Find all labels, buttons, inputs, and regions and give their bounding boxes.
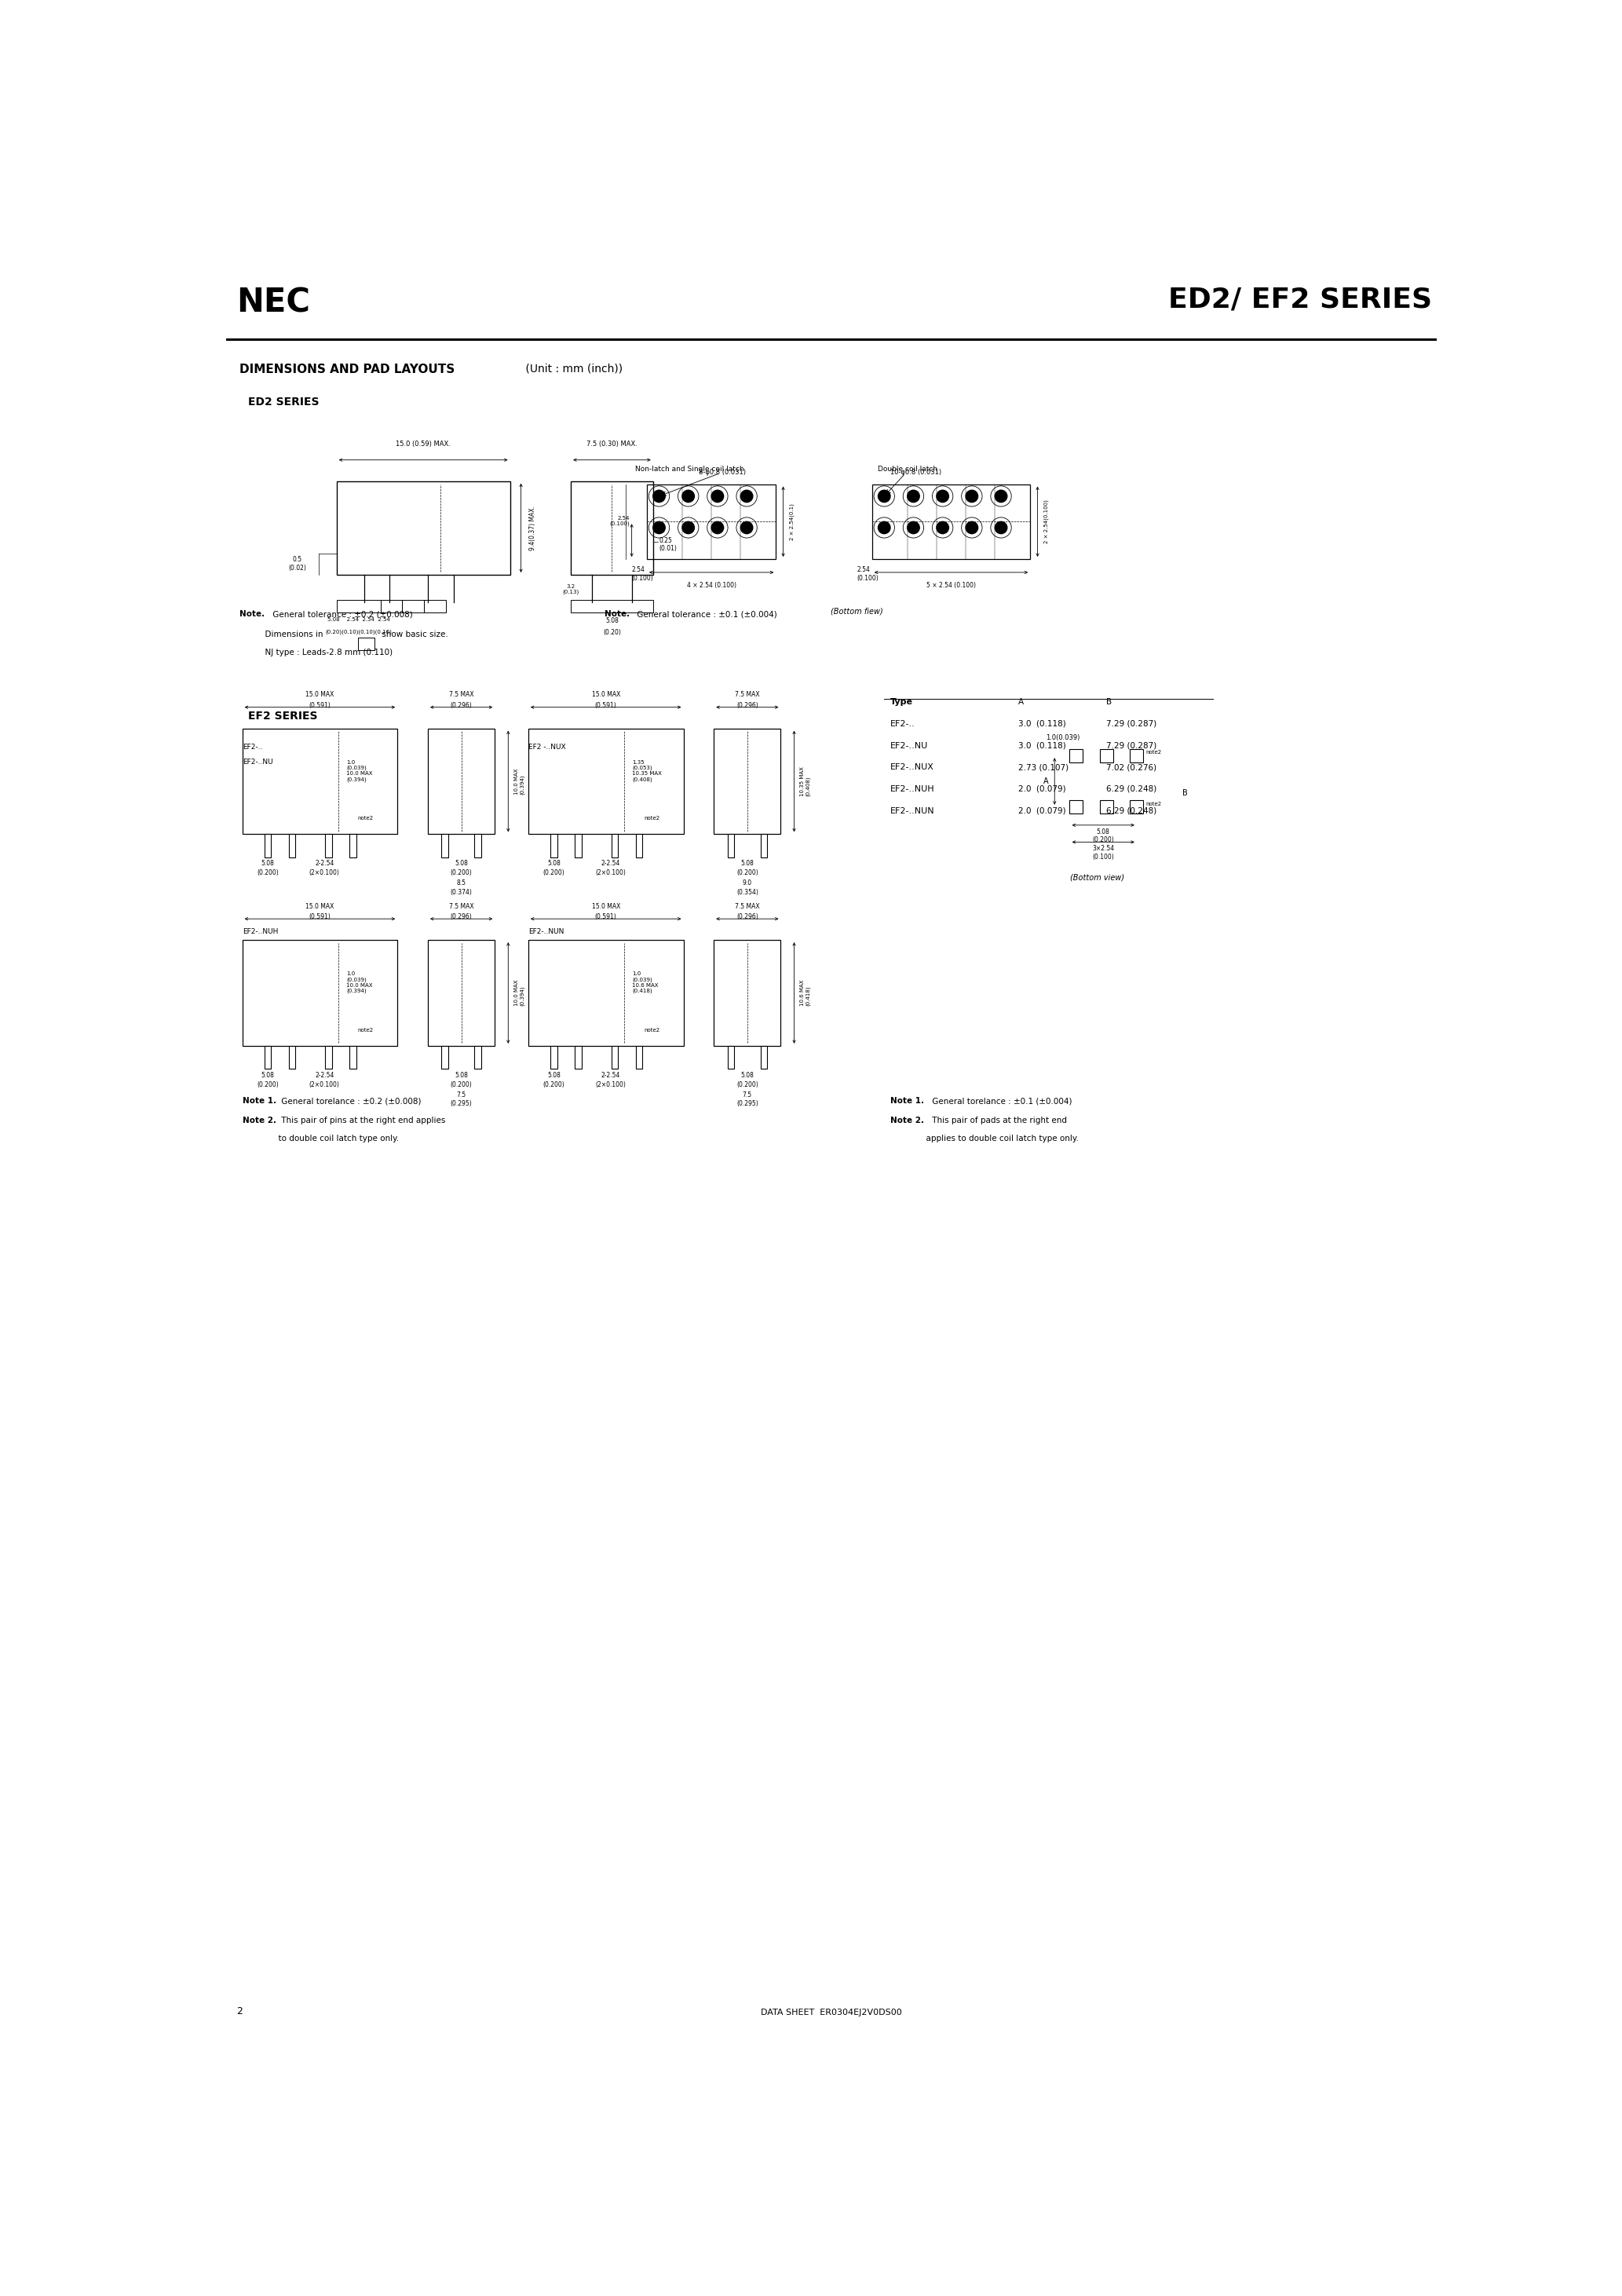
Text: 6.29 (0.248): 6.29 (0.248)	[1106, 785, 1156, 792]
Text: (0.20): (0.20)	[603, 629, 621, 636]
Text: Note 1.: Note 1.	[890, 1097, 925, 1104]
Bar	[728, 1045, 735, 1068]
Circle shape	[936, 521, 949, 533]
Text: 15.0 (0.59) MAX.: 15.0 (0.59) MAX.	[396, 441, 451, 448]
Text: 5.08: 5.08	[454, 1072, 469, 1079]
Text: 3.0  (0.118): 3.0 (0.118)	[1019, 721, 1066, 728]
Text: General torelance : ±0.2 (±0.008): General torelance : ±0.2 (±0.008)	[279, 1097, 422, 1104]
Text: EF2-..NUH: EF2-..NUH	[890, 785, 934, 792]
Text: (0.200): (0.200)	[736, 870, 757, 877]
Bar	[441, 833, 448, 856]
Text: 10-φ0.8 (0.031): 10-φ0.8 (0.031)	[890, 468, 941, 475]
Bar	[428, 939, 495, 1045]
Text: 2-2.54: 2-2.54	[315, 861, 334, 868]
Bar	[326, 1045, 333, 1068]
Bar	[611, 833, 618, 856]
Text: EF2-..NUH: EF2-..NUH	[242, 928, 277, 934]
Text: 5.08: 5.08	[261, 1072, 274, 1079]
Text: (0.354): (0.354)	[736, 889, 757, 895]
Text: 3.2
(0.13): 3.2 (0.13)	[563, 583, 579, 595]
Text: NEC: NEC	[237, 287, 310, 319]
Text: General tolerance : ±0.1 (±0.004): General tolerance : ±0.1 (±0.004)	[634, 611, 777, 618]
Circle shape	[878, 521, 890, 533]
Text: 15.0 MAX: 15.0 MAX	[592, 902, 620, 909]
Text: (2×0.100): (2×0.100)	[310, 870, 339, 877]
Text: 2.0  (0.079): 2.0 (0.079)	[1019, 785, 1066, 792]
Text: This pair of pads at the right end: This pair of pads at the right end	[929, 1116, 1067, 1125]
Text: 1.0
(0.039)
10.0 MAX
(0.394): 1.0 (0.039) 10.0 MAX (0.394)	[345, 760, 373, 781]
Circle shape	[654, 489, 665, 503]
Text: 7.5: 7.5	[456, 1091, 466, 1097]
Text: 0.5
(0.02): 0.5 (0.02)	[289, 556, 307, 572]
Circle shape	[683, 521, 694, 533]
Text: (0.296): (0.296)	[736, 703, 757, 709]
Bar	[761, 833, 767, 856]
Text: 1.0
(0.039)
10.0 MAX
(0.394): 1.0 (0.039) 10.0 MAX (0.394)	[345, 971, 373, 994]
Text: NJ type : Leads-2.8 mm (0.110): NJ type : Leads-2.8 mm (0.110)	[240, 647, 393, 657]
Text: ED2/ EF2 SERIES: ED2/ EF2 SERIES	[1168, 287, 1432, 312]
Bar	[574, 833, 582, 856]
Text: (0.591): (0.591)	[308, 914, 331, 921]
Text: 7.5: 7.5	[743, 1091, 753, 1097]
Text: 10.35 MAX
(0.408): 10.35 MAX (0.408)	[800, 767, 811, 797]
Circle shape	[654, 521, 665, 533]
Bar	[350, 1045, 357, 1068]
Bar	[1069, 801, 1082, 813]
Bar	[636, 1045, 642, 1068]
Bar	[289, 833, 295, 856]
Text: (2×0.100): (2×0.100)	[310, 1081, 339, 1088]
Text: 5 × 2.54 (0.100): 5 × 2.54 (0.100)	[926, 583, 976, 590]
Text: 5.08    2.54  2.54  2.54: 5.08 2.54 2.54 2.54	[328, 618, 389, 622]
Bar	[611, 1045, 618, 1068]
Bar	[714, 939, 780, 1045]
Text: Non-latch and Single coil latch: Non-latch and Single coil latch	[636, 466, 744, 473]
Text: 1.0
(0.039)
10.6 MAX
(0.418): 1.0 (0.039) 10.6 MAX (0.418)	[633, 971, 659, 994]
Text: show basic size.: show basic size.	[380, 631, 448, 638]
Text: note2: note2	[358, 815, 373, 822]
Text: (0.200): (0.200)	[451, 870, 472, 877]
Bar	[574, 1045, 582, 1068]
Bar	[728, 833, 735, 856]
Text: (0.296): (0.296)	[451, 914, 472, 921]
Bar	[529, 939, 683, 1045]
Text: (0.296): (0.296)	[451, 703, 472, 709]
Text: (Unit : mm (inch)): (Unit : mm (inch))	[522, 363, 623, 374]
Text: 5.08: 5.08	[547, 1072, 561, 1079]
Text: 15.0 MAX: 15.0 MAX	[305, 902, 334, 909]
Bar	[381, 599, 402, 613]
Bar	[1100, 748, 1113, 762]
Text: EF2 SERIES: EF2 SERIES	[248, 709, 318, 721]
Text: (0.200): (0.200)	[451, 1081, 472, 1088]
Text: EF2-..: EF2-..	[890, 721, 915, 728]
Text: to double coil latch type only.: to double coil latch type only.	[242, 1134, 399, 1143]
Text: (2×0.100): (2×0.100)	[595, 1081, 626, 1088]
Bar	[242, 728, 397, 833]
Text: (0.200): (0.200)	[543, 870, 564, 877]
Text: 7.02 (0.276): 7.02 (0.276)	[1106, 765, 1156, 771]
Bar	[1100, 801, 1113, 813]
Text: 7.5 MAX: 7.5 MAX	[449, 691, 474, 698]
Bar	[1069, 748, 1082, 762]
Text: 2 × 2.54(0.100): 2 × 2.54(0.100)	[1043, 501, 1049, 544]
Text: note2: note2	[644, 1029, 660, 1033]
Bar	[350, 833, 357, 856]
Text: 2 × 2.54(0.1): 2 × 2.54(0.1)	[790, 503, 795, 540]
Bar	[264, 833, 271, 856]
Text: Type: Type	[890, 698, 913, 705]
Bar	[761, 1045, 767, 1068]
Text: 7.5 MAX: 7.5 MAX	[735, 902, 759, 909]
Text: 5.08: 5.08	[605, 618, 618, 625]
Text: 10.0 MAX
(0.394): 10.0 MAX (0.394)	[514, 769, 526, 794]
Text: EF2-..NUN: EF2-..NUN	[529, 928, 564, 934]
Text: 2-2.54: 2-2.54	[600, 1072, 620, 1079]
Text: (0.591): (0.591)	[308, 703, 331, 709]
Text: 0.25
(0.01): 0.25 (0.01)	[659, 537, 676, 553]
Text: 9.4(0.37) MAX.: 9.4(0.37) MAX.	[529, 505, 537, 551]
Text: Note 1.: Note 1.	[242, 1097, 276, 1104]
Circle shape	[907, 489, 920, 503]
Circle shape	[965, 521, 978, 533]
Circle shape	[965, 489, 978, 503]
Bar	[474, 833, 482, 856]
Bar	[550, 833, 558, 856]
Text: (0.296): (0.296)	[736, 914, 757, 921]
